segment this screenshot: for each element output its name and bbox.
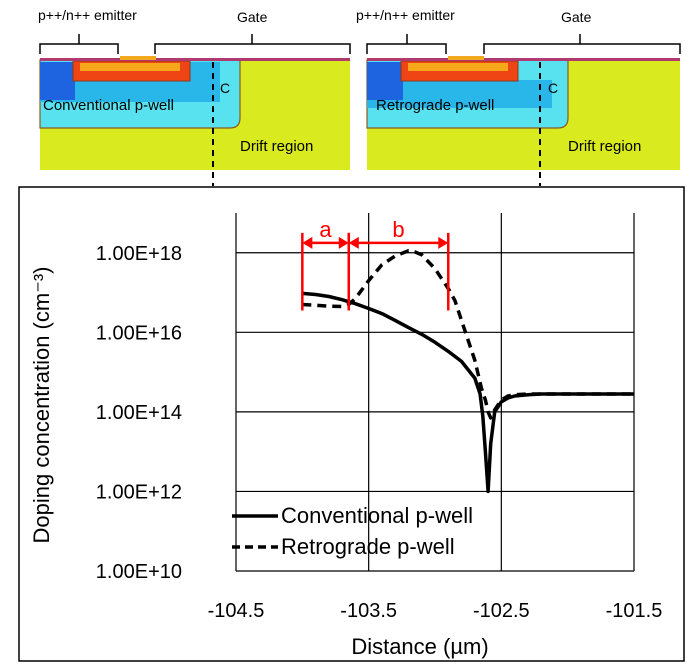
right-emitter-brace: [366, 34, 447, 54]
y-axis-label: Doping concentration (cm⁻³): [29, 267, 54, 544]
left-emitter-core: [80, 63, 180, 71]
x-tick-label: -102.5: [473, 600, 530, 622]
y-tick-label: 1.00E+14: [96, 402, 182, 424]
x-axis-label: Distance (µm): [351, 634, 488, 659]
left-emitter-label: p++/n++ emitter: [38, 7, 137, 23]
legend: Conventional p-well Retrograde p-well: [232, 503, 473, 559]
right-pwell-deep: [367, 62, 403, 100]
right-surface-line: [367, 58, 680, 61]
series-retrograde-line: [302, 249, 634, 420]
right-c-label: C: [548, 80, 558, 96]
annotation-arrowhead: [348, 236, 359, 249]
annotation-label: b: [392, 217, 404, 242]
x-tick-label: -101.5: [606, 600, 663, 622]
left-drift-label: Drift region: [240, 138, 313, 155]
plot-area: [302, 249, 634, 494]
y-tick-label: 1.00E+12: [96, 481, 182, 503]
right-pwell-label: Retrograde p-well: [376, 97, 494, 114]
left-gate-brace: [154, 34, 351, 54]
left-emitter-brace: [39, 34, 119, 54]
chart-frame: [18, 186, 685, 662]
right-schematic: p++/n++ emitter Gate C Retrograde p-well…: [356, 7, 681, 186]
x-tick-label: -103.5: [340, 600, 397, 622]
left-schematic: p++/n++ emitter Gate C Conventional p-we…: [38, 7, 351, 186]
y-tick-label: 1.00E+16: [96, 322, 182, 344]
doping-chart: -104.5 -103.5 -102.5 -101.5 1.00E+10 1.00E+12…: [18, 186, 685, 662]
legend-label-conventional: Conventional p-well: [281, 503, 473, 528]
right-gate-contact: [448, 56, 484, 60]
annotation-label: a: [319, 217, 332, 242]
annotation-arrowhead: [302, 236, 313, 249]
right-gate-label: Gate: [561, 9, 592, 25]
left-pwell-deep: [40, 62, 75, 100]
left-pwell-label: Conventional p-well: [43, 97, 174, 114]
annotation-arrowhead: [438, 236, 449, 249]
right-drift-label: Drift region: [568, 138, 641, 155]
y-tick-label: 1.00E+10: [96, 561, 182, 583]
x-tick-label: -104.5: [208, 600, 265, 622]
left-gate-label: Gate: [237, 9, 268, 25]
left-c-label: C: [220, 80, 230, 96]
right-gate-brace: [483, 34, 681, 54]
annotation-arrowhead: [338, 236, 349, 249]
tick-labels: -104.5 -103.5 -102.5 -101.5 1.00E+10 1.00E+12…: [96, 243, 663, 622]
legend-label-retrograde: Retrograde p-well: [281, 534, 455, 559]
y-tick-label: 1.00E+18: [96, 243, 182, 265]
right-emitter-core: [408, 63, 508, 71]
left-gate-contact: [120, 56, 156, 60]
right-emitter-label: p++/n++ emitter: [356, 7, 455, 23]
left-surface-line: [40, 58, 350, 61]
